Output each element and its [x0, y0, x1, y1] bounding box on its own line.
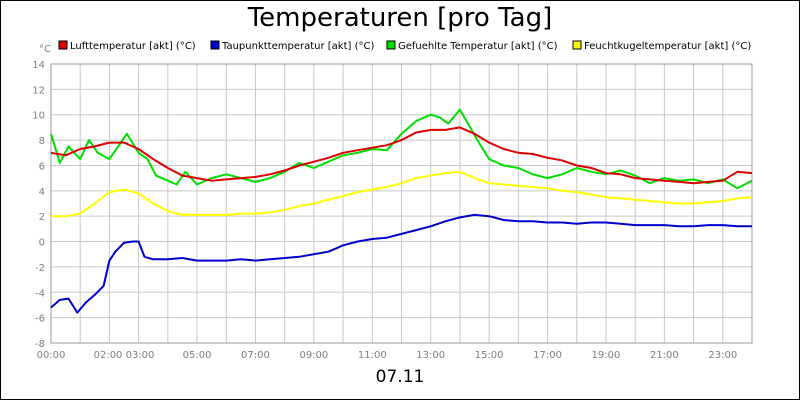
- series-line-3: [51, 170, 753, 218]
- y-tick-label: 8: [39, 136, 45, 147]
- x-tick-label: 21:00: [650, 350, 679, 361]
- x-tick-label: 05:00: [183, 350, 212, 361]
- legend-item: Lufttemperatur [akt] (°C): [58, 40, 196, 52]
- x-tick-label: 00:00: [37, 350, 66, 361]
- date-label: 07.11: [375, 367, 425, 387]
- y-tick-label: -4: [35, 288, 45, 299]
- chart-title: Temperaturen [pro Tag]: [247, 3, 553, 33]
- y-tick-label: 4: [39, 187, 45, 198]
- legend-swatch: [572, 40, 582, 50]
- x-tick-label: 17:00: [533, 350, 562, 361]
- x-tick-label: 15:00: [475, 350, 504, 361]
- y-tick-label: -6: [35, 314, 45, 325]
- series-line-0: [50, 126, 753, 185]
- y-tick-label: -8: [35, 339, 45, 350]
- x-tick-label: 13:00: [416, 350, 445, 361]
- legend-label: Feuchtkugeltemperatur [akt] (°C): [584, 41, 751, 52]
- x-tick-label: 02:00 03:00: [94, 350, 155, 361]
- x-tick-label: 09:00: [299, 350, 328, 361]
- y-unit-label: °C: [39, 44, 51, 55]
- legend-item: Feuchtkugeltemperatur [akt] (°C): [572, 40, 751, 52]
- y-tick-label: 2: [39, 212, 45, 223]
- y-tick-label: -2: [35, 263, 45, 274]
- legend-label: Taupunkttemperatur [akt] (°C): [221, 41, 374, 52]
- legend-item: Taupunkttemperatur [akt] (°C): [210, 40, 374, 52]
- series-line-2: [50, 108, 753, 190]
- x-tick-label: 07:00: [241, 350, 270, 361]
- legend-item: Gefuehlte Temperatur [akt] (°C): [386, 40, 558, 52]
- legend-label: Lufttemperatur [akt] (°C): [70, 41, 196, 52]
- y-tick-label: 0: [39, 238, 45, 249]
- x-tick-label: 23:00: [708, 350, 737, 361]
- y-tick-label: 6: [39, 161, 45, 172]
- legend-swatch: [210, 40, 220, 50]
- y-tick-label: 14: [32, 60, 45, 71]
- plot-border: [50, 63, 753, 344]
- series-line-1: [50, 213, 752, 314]
- x-tick-label: 11:00: [358, 350, 387, 361]
- legend-swatch: [386, 40, 396, 50]
- y-tick-label: 10: [32, 111, 45, 122]
- y-tick-label: 12: [32, 85, 45, 96]
- legend-swatch: [58, 40, 68, 50]
- x-tick-label: 19:00: [592, 350, 621, 361]
- legend-label: Gefuehlte Temperatur [akt] (°C): [398, 41, 558, 52]
